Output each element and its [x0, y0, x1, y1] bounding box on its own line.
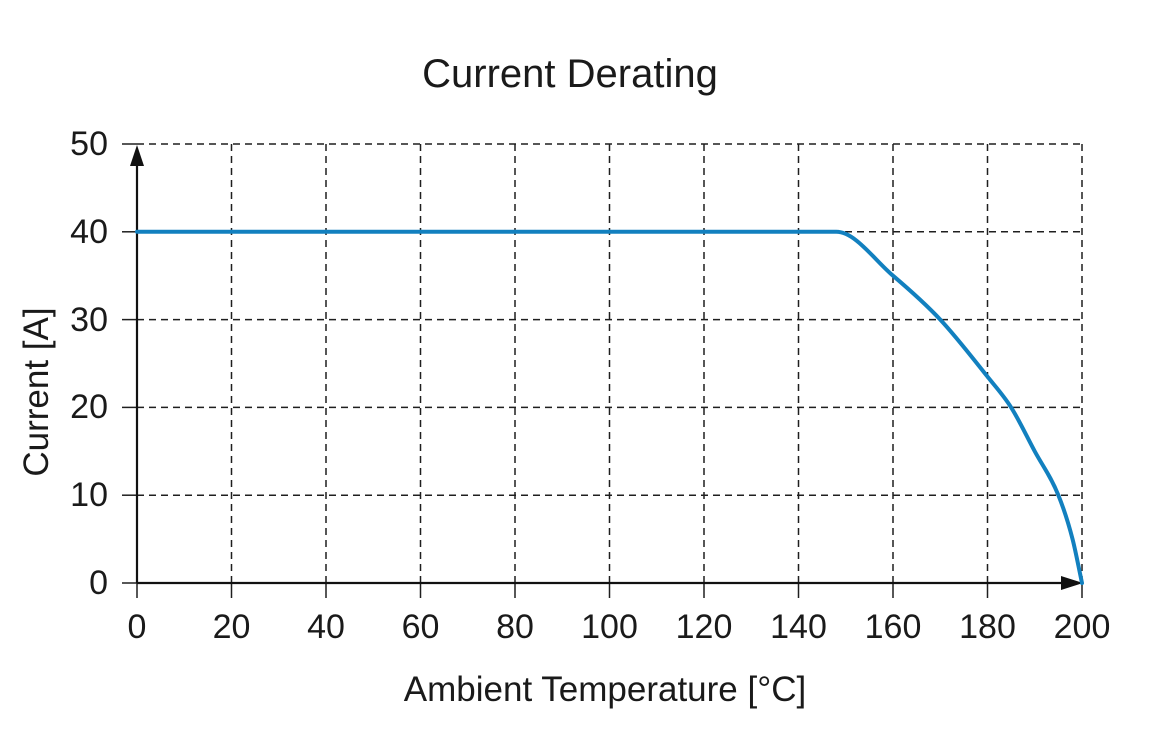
chart-title: Current Derating [422, 52, 718, 96]
y-tick-label: 0 [89, 564, 108, 602]
y-tick-label: 30 [70, 300, 108, 339]
x-axis-arrow-icon [1061, 576, 1083, 590]
x-axis-title: Ambient Temperature [°C] [403, 670, 807, 709]
x-tick-label: 80 [496, 608, 534, 646]
x-tick-label: 60 [401, 608, 440, 646]
series-line [135, 229, 1084, 585]
x-tick-label: 40 [307, 608, 345, 646]
y-tick-label: 20 [70, 388, 108, 427]
x-tick-label: 0 [127, 608, 147, 646]
x-tick-label: 20 [212, 608, 251, 646]
x-tick-label: 140 [770, 608, 827, 646]
y-axis-arrow-icon [130, 145, 144, 166]
y-tick-label: 40 [70, 212, 108, 251]
x-tick-label: 100 [581, 608, 638, 646]
y-tick-label: 10 [70, 476, 108, 515]
x-tick-label: 120 [675, 608, 733, 646]
x-tick-label: 160 [864, 608, 922, 646]
x-tick-label: 180 [959, 608, 1016, 646]
y-tick-label: 50 [70, 125, 108, 163]
x-tick-label: 200 [1053, 608, 1111, 646]
